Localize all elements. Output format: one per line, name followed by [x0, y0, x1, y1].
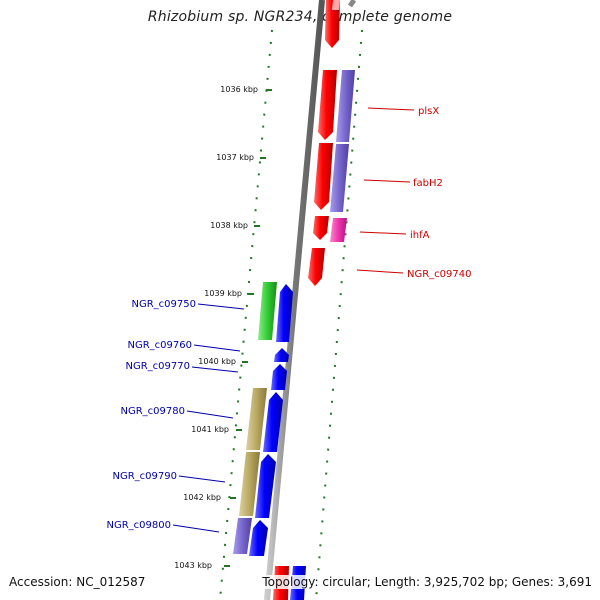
- cog-bar-NGR_c09800: [233, 518, 252, 554]
- cog-bar-NGR_c09750: [258, 282, 277, 340]
- gene-label-fabH2[interactable]: fabH2: [413, 178, 443, 189]
- tick-label: 1042 kbp: [183, 493, 221, 502]
- gene-label-NGR_c09760[interactable]: NGR_c09760: [128, 340, 193, 351]
- leader-line: [172, 524, 220, 533]
- gene-label-ihfA[interactable]: ihfA: [410, 230, 430, 241]
- cog-bar-NGR_c09790: [239, 452, 260, 516]
- gene-label-NGR_c09750[interactable]: NGR_c09750: [132, 299, 197, 310]
- leader-line: [356, 269, 404, 274]
- leader-line: [193, 344, 241, 352]
- gene-label-NGR_c09770[interactable]: NGR_c09770: [126, 361, 191, 372]
- gene-NGR_c09740-arrow[interactable]: [308, 248, 325, 286]
- forward-gene-labels: plsX fabH2 ihfA NGR_c09740: [356, 106, 472, 280]
- gene-label-NGR_c09800[interactable]: NGR_c09800: [107, 520, 172, 531]
- leader-line: [359, 231, 407, 235]
- leader-line: [191, 366, 239, 373]
- leader-line: [178, 475, 226, 483]
- gene-arrow-top[interactable]: [325, 0, 340, 48]
- gene-NGR_c09750-arrow[interactable]: [276, 284, 293, 342]
- accession-text: Accession: NC_012587: [9, 575, 150, 589]
- kbp-tick-marks: [224, 89, 272, 567]
- leader-line: [197, 303, 245, 310]
- gene-plsX-arrow[interactable]: [318, 70, 337, 140]
- cog-bar-fabH2: [330, 144, 349, 212]
- tick-label: 1037 kbp: [216, 153, 254, 162]
- gene-label-NGR_c09740[interactable]: NGR_c09740: [407, 269, 472, 280]
- cog-bar-NGR_c09780: [246, 388, 267, 450]
- tick-label: 1039 kbp: [204, 289, 242, 298]
- tick-label: 1036 kbp: [220, 85, 258, 94]
- gene-NGR_c09800-arrow[interactable]: [249, 520, 268, 556]
- kbp-tick-labels: 1036 kbp 1037 kbp 1038 kbp 1039 kbp 1040…: [174, 85, 258, 570]
- gene-NGR_c09790-arrow[interactable]: [255, 454, 276, 518]
- genome-backbone: [264, 0, 357, 600]
- backbone-line: [264, 0, 325, 600]
- leader-line: [367, 107, 415, 111]
- gene-ihfA-arrow[interactable]: [313, 216, 329, 240]
- tick-label: 1040 kbp: [198, 357, 236, 366]
- gene-fabH2-arrow[interactable]: [314, 143, 333, 210]
- leader-line: [363, 179, 411, 183]
- gene-label-plsX[interactable]: plsX: [418, 106, 439, 117]
- backbone-top-fragment: [347, 0, 357, 8]
- gene-label-NGR_c09780[interactable]: NGR_c09780: [121, 406, 186, 417]
- gene-NGR_c09780-arrow[interactable]: [263, 392, 283, 452]
- gene-NGR_c09760-arrow[interactable]: [274, 348, 289, 362]
- tick-label: 1038 kbp: [210, 221, 248, 230]
- tick-label: 1043 kbp: [174, 561, 212, 570]
- topology-text: Topology: circular; Length: 3,925,702 bp…: [260, 575, 592, 589]
- map-title: Rhizobium sp. NGR234, complete genome: [147, 9, 453, 25]
- cog-track-left: [233, 282, 277, 554]
- tick-label: 1041 kbp: [191, 425, 229, 434]
- gene-label-NGR_c09790[interactable]: NGR_c09790: [113, 471, 178, 482]
- cog-bar-ihfA: [330, 218, 347, 242]
- cog-bar-top: [332, 0, 340, 10]
- leader-line: [186, 410, 234, 419]
- reverse-strand-genes: [249, 284, 306, 600]
- gene-NGR_c09770-arrow[interactable]: [271, 364, 287, 390]
- cog-bar-plsX: [336, 70, 355, 142]
- reverse-gene-labels: NGR_c09750 NGR_c09760 NGR_c09770 NGR_c09…: [107, 299, 245, 533]
- cog-track-right: [330, 0, 355, 242]
